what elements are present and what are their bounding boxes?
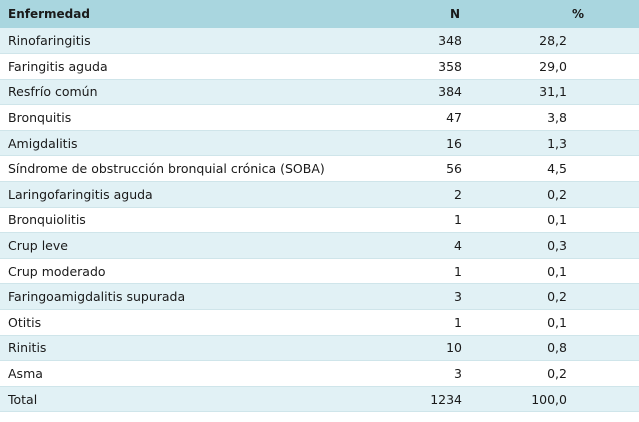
header-row: Enfermedad N % xyxy=(0,0,639,28)
table-row: Faringitis aguda 358 29,0 xyxy=(0,53,639,80)
table-row: Total 1234 100,0 xyxy=(0,386,639,413)
cell-percent: 1,3 xyxy=(464,130,639,157)
cell-n: 1 xyxy=(400,309,464,336)
table-row: Síndrome de obstrucción bronquial crónic… xyxy=(0,155,639,183)
cell-percent: 0,1 xyxy=(464,309,639,336)
cell-percent: 0,8 xyxy=(464,335,639,362)
cell-enfermedad: Faringoamigdalitis supurada xyxy=(0,283,400,311)
cell-n: 47 xyxy=(400,104,464,131)
cell-enfermedad: Rinofaringitis xyxy=(0,28,400,55)
table-row: Crup moderado 1 0,1 xyxy=(0,258,639,285)
table-header: Enfermedad N % xyxy=(0,0,639,28)
cell-enfermedad: Laringofaringitis aguda xyxy=(0,181,400,208)
cell-enfermedad: Crup leve xyxy=(0,232,400,259)
table-row: Bronquiolitis 1 0,1 xyxy=(0,207,639,234)
cell-enfermedad: Síndrome de obstrucción bronquial crónic… xyxy=(0,155,400,183)
cell-percent: 4,5 xyxy=(464,155,639,183)
cell-enfermedad: Crup moderado xyxy=(0,258,400,285)
cell-percent: 29,0 xyxy=(464,53,639,80)
cell-percent: 31,1 xyxy=(464,79,639,106)
cell-percent: 0,1 xyxy=(464,258,639,285)
table-row: Faringoamigdalitis supurada 3 0,2 xyxy=(0,283,639,311)
cell-n: 1 xyxy=(400,207,464,234)
cell-n: 1 xyxy=(400,258,464,285)
cell-n: 10 xyxy=(400,335,464,362)
cell-n: 4 xyxy=(400,232,464,259)
cell-n: 348 xyxy=(400,28,464,55)
cell-percent: 0,1 xyxy=(464,207,639,234)
cell-percent: 0,2 xyxy=(464,360,639,387)
table-row: Amigdalitis 16 1,3 xyxy=(0,130,639,157)
table-row: Rinofaringitis 348 28,2 xyxy=(0,28,639,55)
cell-enfermedad: Total xyxy=(0,386,400,413)
table-row: Bronquitis 47 3,8 xyxy=(0,104,639,131)
cell-enfermedad: Asma xyxy=(0,360,400,387)
cell-enfermedad: Bronquiolitis xyxy=(0,207,400,234)
table-row: Crup leve 4 0,3 xyxy=(0,232,639,259)
cell-enfermedad: Otitis xyxy=(0,309,400,336)
cell-n: 1234 xyxy=(400,386,464,413)
cell-n: 2 xyxy=(400,181,464,208)
cell-percent: 0,2 xyxy=(464,283,639,311)
cell-enfermedad: Resfrío común xyxy=(0,79,400,106)
cell-n: 3 xyxy=(400,283,464,311)
cell-enfermedad: Faringitis aguda xyxy=(0,53,400,80)
table-body: Rinofaringitis 348 28,2 Faringitis aguda 358… xyxy=(0,28,639,413)
cell-n: 3 xyxy=(400,360,464,387)
cell-enfermedad: Bronquitis xyxy=(0,104,400,131)
cell-percent: 100,0 xyxy=(464,386,639,413)
cell-percent: 0,3 xyxy=(464,232,639,259)
cell-enfermedad: Amigdalitis xyxy=(0,130,400,157)
table-row: Asma 3 0,2 xyxy=(0,360,639,387)
cell-enfermedad: Rinitis xyxy=(0,335,400,362)
cell-n: 384 xyxy=(400,79,464,106)
table-row: Rinitis 10 0,8 xyxy=(0,335,639,362)
cell-n: 16 xyxy=(400,130,464,157)
cell-n: 56 xyxy=(400,155,464,183)
table-row: Resfrío común 384 31,1 xyxy=(0,79,639,106)
cell-n: 358 xyxy=(400,53,464,80)
header-enfermedad: Enfermedad xyxy=(8,7,90,21)
header-percent: % xyxy=(572,7,585,21)
cell-percent: 0,2 xyxy=(464,181,639,208)
table-row: Laringofaringitis aguda 2 0,2 xyxy=(0,181,639,208)
cell-percent: 28,2 xyxy=(464,28,639,55)
table-row: Otitis 1 0,1 xyxy=(0,309,639,336)
cell-percent: 3,8 xyxy=(464,104,639,131)
disease-table: Enfermedad N % Rinofaringitis 348 28,2 Fari… xyxy=(0,0,639,413)
header-n: N xyxy=(449,7,460,21)
